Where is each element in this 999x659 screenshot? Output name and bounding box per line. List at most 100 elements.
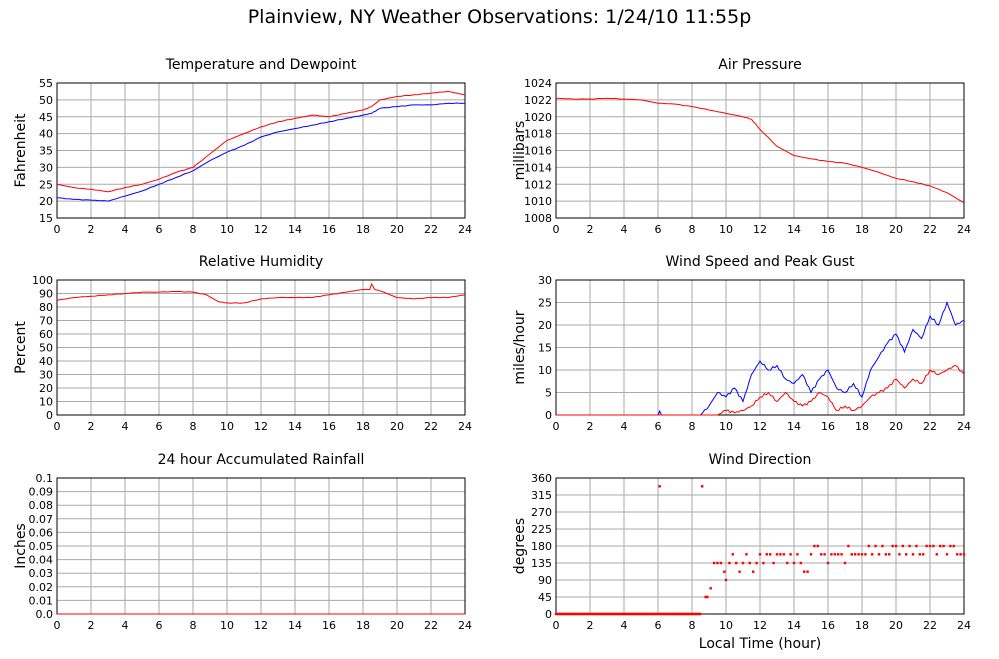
direction-point <box>874 544 877 548</box>
x-tick-label: 14 <box>288 420 302 433</box>
direction-point <box>594 612 597 616</box>
direction-point <box>689 612 692 616</box>
direction-point <box>598 612 601 616</box>
direction-point <box>645 612 649 616</box>
x-tick-label: 12 <box>753 619 767 632</box>
direction-point <box>616 612 619 616</box>
y-axis-label: millibars <box>512 121 528 181</box>
y-axis-label: Fahrenheit <box>13 113 29 188</box>
direction-point <box>949 544 952 548</box>
direction-point <box>605 612 608 616</box>
direction-point <box>830 553 833 556</box>
direction-point <box>614 612 618 616</box>
direction-point <box>813 544 816 548</box>
direction-point <box>888 553 891 556</box>
pressure-chart: 0 2 4 6 8 10 12 14 16 18 20 22 241008101010121014101… <box>512 57 971 236</box>
direction-point <box>782 553 785 556</box>
y-tick-label: 30 <box>538 274 552 287</box>
direction-point <box>591 612 594 616</box>
direction-point <box>592 612 596 616</box>
direction-point <box>692 612 695 616</box>
x-tick-label: 4 <box>621 619 628 632</box>
x-tick-label: 22 <box>424 619 438 632</box>
x-tick-label: 16 <box>322 223 336 236</box>
direction-point <box>745 553 748 556</box>
direction-point <box>599 612 603 616</box>
direction-point <box>891 544 894 548</box>
y-tick-label: 0.0 <box>36 608 54 621</box>
direction-point <box>688 612 691 616</box>
direction-point <box>709 587 712 590</box>
x-tick-label: 6 <box>655 619 662 632</box>
x-tick-label: 0 <box>553 619 560 632</box>
y-tick-label: 1012 <box>524 178 552 191</box>
direction-point <box>693 612 696 616</box>
y-tick-label: 1014 <box>524 161 552 174</box>
direction-point <box>586 612 589 616</box>
direction-point <box>939 544 942 548</box>
direction-point <box>843 561 847 565</box>
x-tick-label: 10 <box>220 420 234 433</box>
x-tick-label: 20 <box>390 619 404 632</box>
y-tick-label: 0.03 <box>29 567 54 580</box>
y-tick-label: 90 <box>39 288 53 301</box>
direction-point <box>935 553 938 556</box>
x-tick-label: 0 <box>54 223 61 236</box>
direction-point <box>697 612 700 616</box>
direction-point <box>650 612 653 616</box>
y-tick-label: 25 <box>39 178 53 191</box>
direction-point <box>651 612 654 616</box>
direction-point <box>626 612 630 616</box>
x-tick-label: 14 <box>787 619 801 632</box>
y-tick-label: 25 <box>538 297 552 310</box>
y-tick-label: 1008 <box>524 212 552 225</box>
y-tick-label: 10 <box>538 364 552 377</box>
x-tick-label: 18 <box>356 223 370 236</box>
direction-point <box>698 612 702 616</box>
y-tick-label: 315 <box>531 489 552 502</box>
direction-point <box>864 553 867 556</box>
direction-point <box>632 612 635 616</box>
direction-point <box>962 553 966 556</box>
direction-point <box>643 612 646 616</box>
direction-point <box>738 570 741 573</box>
y-tick-label: 0 <box>545 608 552 621</box>
y-tick-label: 35 <box>39 145 53 158</box>
direction-point <box>633 612 637 616</box>
x-tick-label: 16 <box>821 619 835 632</box>
y-tick-label: 20 <box>39 382 53 395</box>
direction-point <box>932 544 935 548</box>
direction-point <box>898 553 901 556</box>
x-tick-label: 4 <box>122 619 129 632</box>
y-tick-label: 45 <box>39 111 53 124</box>
x-tick-label: 24 <box>458 420 472 433</box>
direction-point <box>719 561 723 565</box>
y-tick-label: 55 <box>39 77 53 90</box>
direction-point <box>956 553 959 556</box>
y-tick-label: 0.08 <box>29 499 54 512</box>
direction-point <box>915 544 918 548</box>
x-tick-label: 6 <box>156 223 163 236</box>
direction-point <box>905 553 908 556</box>
direction-point <box>881 544 884 548</box>
direction-point <box>806 570 809 573</box>
direction-point <box>840 553 843 556</box>
y-tick-label: 1016 <box>524 145 552 158</box>
x-tick-label: 20 <box>390 420 404 433</box>
x-tick-label: 2 <box>587 420 594 433</box>
chart-title: Temperature and Dewpoint <box>165 57 357 73</box>
x-tick-label: 8 <box>190 619 197 632</box>
direction-point <box>622 612 626 616</box>
direction-point <box>584 612 588 616</box>
direction-point <box>704 595 707 599</box>
y-tick-label: 20 <box>39 195 53 208</box>
direction-point <box>562 612 566 616</box>
plot-border <box>56 82 466 219</box>
y-tick-label: 0.04 <box>29 554 54 567</box>
direction-point <box>677 612 680 616</box>
x-tick-label: 0 <box>54 420 61 433</box>
y-tick-label: 1022 <box>524 94 552 107</box>
y-tick-label: 360 <box>531 472 552 485</box>
y-tick-label: 1024 <box>524 77 552 90</box>
